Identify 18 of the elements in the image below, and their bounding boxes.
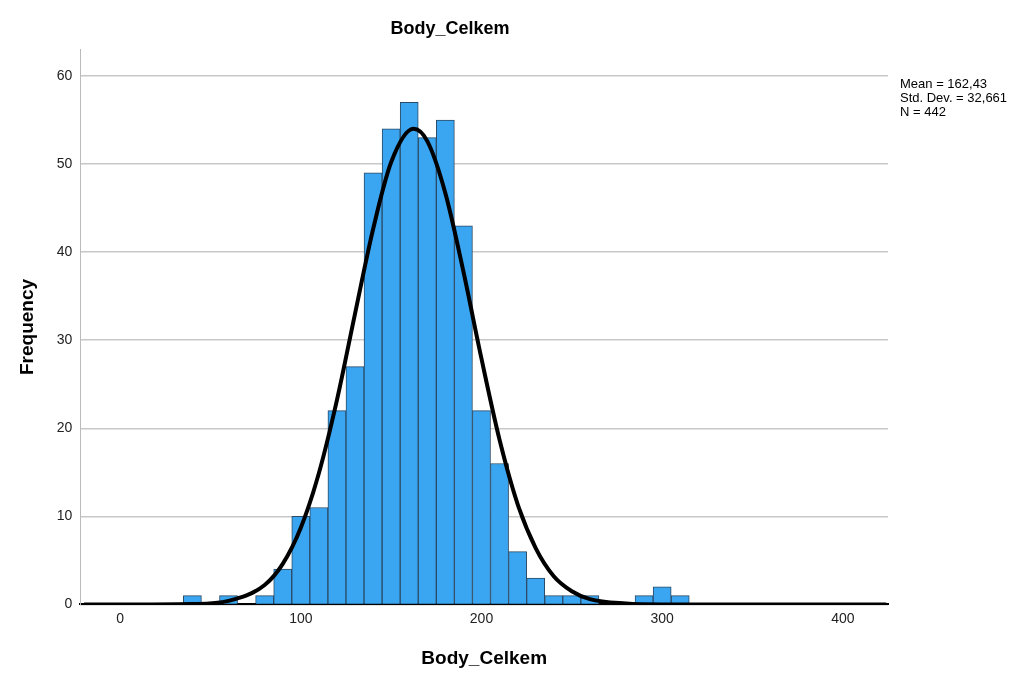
text: N = 442 xyxy=(900,103,946,119)
y-tick-label: 60 xyxy=(56,66,73,83)
y-tick-label: 40 xyxy=(56,243,73,260)
text: Std. Dev. = 32,661 xyxy=(900,89,1008,105)
y-tick-label: 0 xyxy=(64,595,73,612)
y-axis-title: Frequency xyxy=(15,278,37,376)
x-tick-label: 400 xyxy=(831,609,855,626)
x-axis-title: Body_Celkem xyxy=(421,646,548,668)
y-tick-label: 30 xyxy=(56,331,73,348)
y-tick-label: 20 xyxy=(56,419,73,436)
x-tick-label: 200 xyxy=(469,609,494,626)
chart-title: Body_Celkem xyxy=(390,17,510,38)
x-tick-label: 100 xyxy=(289,609,313,626)
y-tick-label: 10 xyxy=(56,507,73,524)
y-tick-label: 50 xyxy=(56,154,73,171)
text: Mean = 162,43 xyxy=(900,75,988,91)
x-tick-label: 0 xyxy=(116,609,125,626)
x-tick-label: 300 xyxy=(650,609,675,626)
